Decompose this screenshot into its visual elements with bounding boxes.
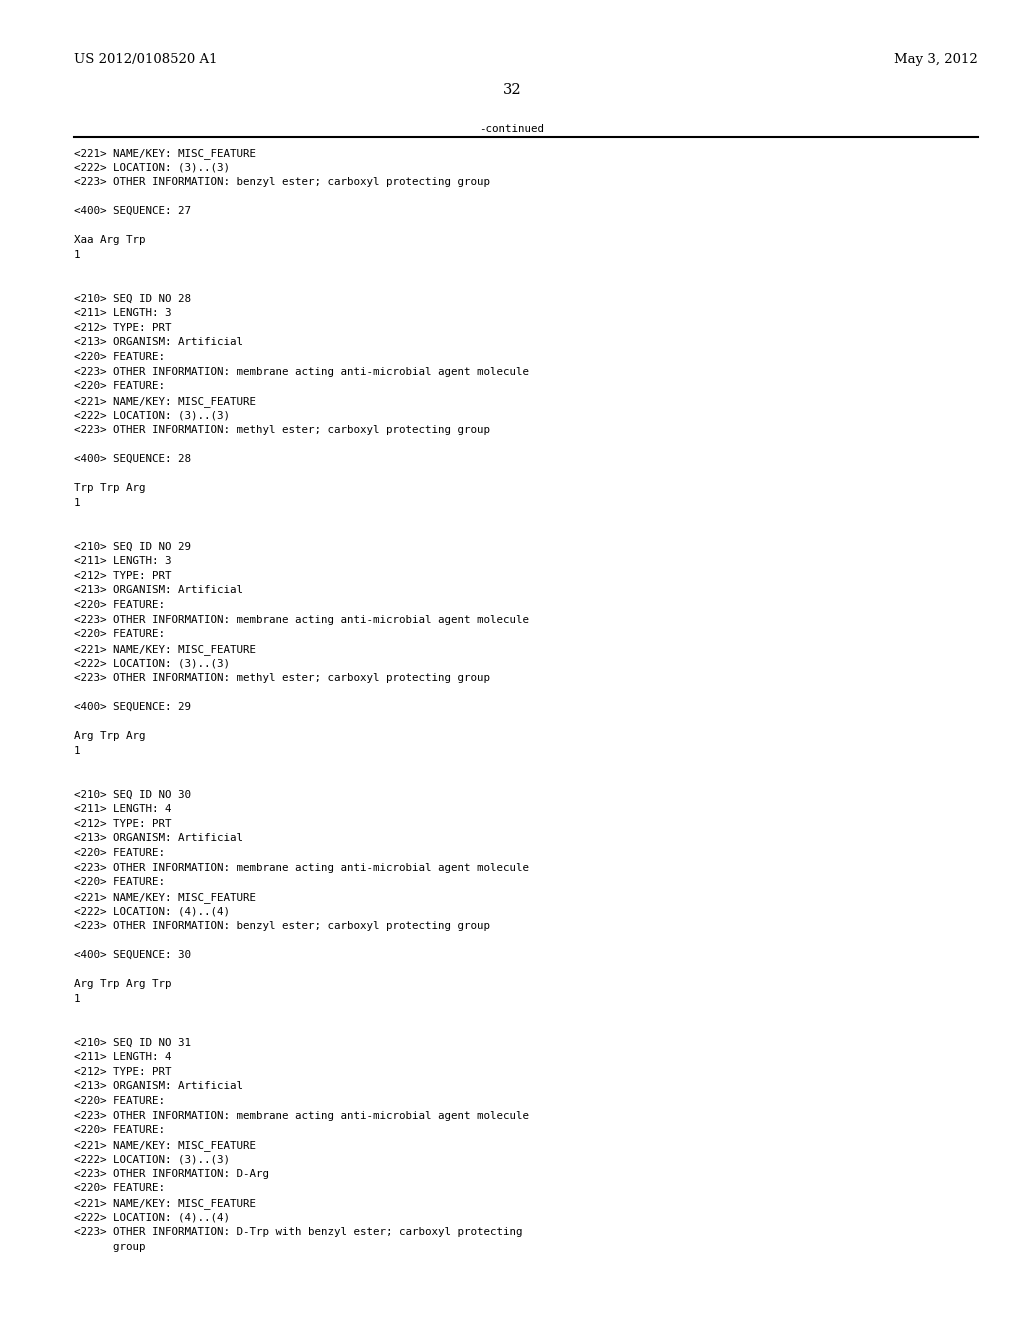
Text: <223> OTHER INFORMATION: methyl ester; carboxyl protecting group: <223> OTHER INFORMATION: methyl ester; c…: [74, 425, 489, 436]
Text: <222> LOCATION: (4)..(4): <222> LOCATION: (4)..(4): [74, 1213, 229, 1222]
Text: <213> ORGANISM: Artificial: <213> ORGANISM: Artificial: [74, 586, 243, 595]
Text: 1: 1: [74, 249, 80, 260]
Text: <212> TYPE: PRT: <212> TYPE: PRT: [74, 818, 171, 829]
Text: <212> TYPE: PRT: <212> TYPE: PRT: [74, 570, 171, 581]
Text: <221> NAME/KEY: MISC_FEATURE: <221> NAME/KEY: MISC_FEATURE: [74, 644, 256, 655]
Text: <223> OTHER INFORMATION: membrane acting anti-microbial agent molecule: <223> OTHER INFORMATION: membrane acting…: [74, 1110, 528, 1121]
Text: <220> FEATURE:: <220> FEATURE:: [74, 1125, 165, 1135]
Text: <400> SEQUENCE: 27: <400> SEQUENCE: 27: [74, 206, 190, 216]
Text: <210> SEQ ID NO 31: <210> SEQ ID NO 31: [74, 1038, 190, 1048]
Text: <220> FEATURE:: <220> FEATURE:: [74, 352, 165, 362]
Text: <222> LOCATION: (3)..(3): <222> LOCATION: (3)..(3): [74, 162, 229, 173]
Text: Arg Trp Arg: Arg Trp Arg: [74, 731, 145, 742]
Text: <213> ORGANISM: Artificial: <213> ORGANISM: Artificial: [74, 338, 243, 347]
Text: <400> SEQUENCE: 30: <400> SEQUENCE: 30: [74, 950, 190, 960]
Text: <223> OTHER INFORMATION: D-Trp with benzyl ester; carboxyl protecting: <223> OTHER INFORMATION: D-Trp with benz…: [74, 1228, 522, 1237]
Text: <210> SEQ ID NO 29: <210> SEQ ID NO 29: [74, 541, 190, 552]
Text: <213> ORGANISM: Artificial: <213> ORGANISM: Artificial: [74, 833, 243, 843]
Text: <223> OTHER INFORMATION: D-Arg: <223> OTHER INFORMATION: D-Arg: [74, 1170, 268, 1179]
Text: <223> OTHER INFORMATION: benzyl ester; carboxyl protecting group: <223> OTHER INFORMATION: benzyl ester; c…: [74, 921, 489, 931]
Text: 1: 1: [74, 498, 80, 508]
Text: <210> SEQ ID NO 28: <210> SEQ ID NO 28: [74, 294, 190, 304]
Text: <220> FEATURE:: <220> FEATURE:: [74, 630, 165, 639]
Text: <223> OTHER INFORMATION: membrane acting anti-microbial agent molecule: <223> OTHER INFORMATION: membrane acting…: [74, 367, 528, 376]
Text: <222> LOCATION: (3)..(3): <222> LOCATION: (3)..(3): [74, 659, 229, 668]
Text: <223> OTHER INFORMATION: methyl ester; carboxyl protecting group: <223> OTHER INFORMATION: methyl ester; c…: [74, 673, 489, 682]
Text: <220> FEATURE:: <220> FEATURE:: [74, 1096, 165, 1106]
Text: <220> FEATURE:: <220> FEATURE:: [74, 381, 165, 391]
Text: <220> FEATURE:: <220> FEATURE:: [74, 601, 165, 610]
Text: -continued: -continued: [479, 124, 545, 135]
Text: Xaa Arg Trp: Xaa Arg Trp: [74, 235, 145, 246]
Text: 32: 32: [503, 83, 521, 98]
Text: <221> NAME/KEY: MISC_FEATURE: <221> NAME/KEY: MISC_FEATURE: [74, 148, 256, 158]
Text: <222> LOCATION: (4)..(4): <222> LOCATION: (4)..(4): [74, 907, 229, 916]
Text: <220> FEATURE:: <220> FEATURE:: [74, 876, 165, 887]
Text: <212> TYPE: PRT: <212> TYPE: PRT: [74, 1067, 171, 1077]
Text: <400> SEQUENCE: 29: <400> SEQUENCE: 29: [74, 702, 190, 711]
Text: <221> NAME/KEY: MISC_FEATURE: <221> NAME/KEY: MISC_FEATURE: [74, 1199, 256, 1209]
Text: Trp Trp Arg: Trp Trp Arg: [74, 483, 145, 494]
Text: May 3, 2012: May 3, 2012: [894, 53, 978, 66]
Text: <223> OTHER INFORMATION: membrane acting anti-microbial agent molecule: <223> OTHER INFORMATION: membrane acting…: [74, 615, 528, 624]
Text: <213> ORGANISM: Artificial: <213> ORGANISM: Artificial: [74, 1081, 243, 1092]
Text: <222> LOCATION: (3)..(3): <222> LOCATION: (3)..(3): [74, 411, 229, 420]
Text: <223> OTHER INFORMATION: membrane acting anti-microbial agent molecule: <223> OTHER INFORMATION: membrane acting…: [74, 862, 528, 873]
Text: Arg Trp Arg Trp: Arg Trp Arg Trp: [74, 979, 171, 989]
Text: <223> OTHER INFORMATION: benzyl ester; carboxyl protecting group: <223> OTHER INFORMATION: benzyl ester; c…: [74, 177, 489, 187]
Text: <210> SEQ ID NO 30: <210> SEQ ID NO 30: [74, 789, 190, 800]
Text: <211> LENGTH: 3: <211> LENGTH: 3: [74, 309, 171, 318]
Text: <220> FEATURE:: <220> FEATURE:: [74, 1184, 165, 1193]
Text: <221> NAME/KEY: MISC_FEATURE: <221> NAME/KEY: MISC_FEATURE: [74, 892, 256, 903]
Text: <211> LENGTH: 3: <211> LENGTH: 3: [74, 556, 171, 566]
Text: group: group: [74, 1242, 145, 1251]
Text: <220> FEATURE:: <220> FEATURE:: [74, 847, 165, 858]
Text: 1: 1: [74, 746, 80, 756]
Text: <211> LENGTH: 4: <211> LENGTH: 4: [74, 804, 171, 814]
Text: <212> TYPE: PRT: <212> TYPE: PRT: [74, 323, 171, 333]
Text: <222> LOCATION: (3)..(3): <222> LOCATION: (3)..(3): [74, 1154, 229, 1164]
Text: 1: 1: [74, 994, 80, 1003]
Text: <221> NAME/KEY: MISC_FEATURE: <221> NAME/KEY: MISC_FEATURE: [74, 1139, 256, 1151]
Text: <221> NAME/KEY: MISC_FEATURE: <221> NAME/KEY: MISC_FEATURE: [74, 396, 256, 407]
Text: <211> LENGTH: 4: <211> LENGTH: 4: [74, 1052, 171, 1063]
Text: US 2012/0108520 A1: US 2012/0108520 A1: [74, 53, 217, 66]
Text: <400> SEQUENCE: 28: <400> SEQUENCE: 28: [74, 454, 190, 465]
